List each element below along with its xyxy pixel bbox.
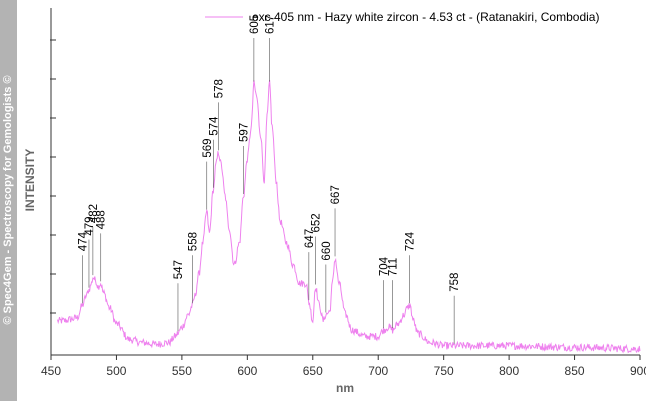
peak-label: 569 <box>202 138 214 157</box>
peak-label: 647 <box>304 229 316 248</box>
x-tick-label: 650 <box>303 364 323 378</box>
y-axis-title: INTENSITY <box>23 149 37 212</box>
peak-label: 617 <box>265 15 277 34</box>
peak-label: 578 <box>214 79 226 98</box>
x-tick-label: 800 <box>499 364 519 378</box>
x-axis-title: nm <box>336 381 354 395</box>
peak-label: 558 <box>187 232 199 251</box>
legend: exc 405 nm - Hazy white zircon - 4.53 ct… <box>205 10 599 24</box>
x-tick-label: 750 <box>434 364 454 378</box>
x-tick-label: 500 <box>106 364 126 378</box>
peak-label: 474 <box>77 231 89 251</box>
peak-label: 711 <box>388 258 400 276</box>
peak-label: 660 <box>321 241 333 260</box>
series-line <box>57 80 641 354</box>
peak-label: 547 <box>173 260 185 279</box>
x-tick-label: 900 <box>630 364 646 378</box>
peak-label: 652 <box>310 213 322 232</box>
peak-label: 758 <box>449 273 461 292</box>
peak-label: 482 <box>88 204 100 223</box>
axes: 450 500 550 600 650 700 750 800 850 900 <box>41 8 646 378</box>
peak-label: 574 <box>208 116 220 136</box>
x-tick-label: 600 <box>237 364 257 378</box>
peak-label: 724 <box>405 231 417 251</box>
peak-label: 605 <box>249 15 261 34</box>
x-tick-label: 700 <box>368 364 388 378</box>
peak-label: 667 <box>330 185 342 204</box>
peak-label: 597 <box>238 123 250 142</box>
x-tick-label: 450 <box>41 364 61 378</box>
peak-label: 488 <box>96 210 108 229</box>
x-tick-label: 850 <box>565 364 585 378</box>
x-tick-label: 550 <box>172 364 192 378</box>
series-group <box>57 80 641 354</box>
watermark-sidebar: © Spec4Gem - Spectroscopy for Gemologist… <box>0 0 17 401</box>
legend-label: exc 405 nm - Hazy white zircon - 4.53 ct… <box>252 10 599 24</box>
peak-label: 704 <box>378 256 390 276</box>
